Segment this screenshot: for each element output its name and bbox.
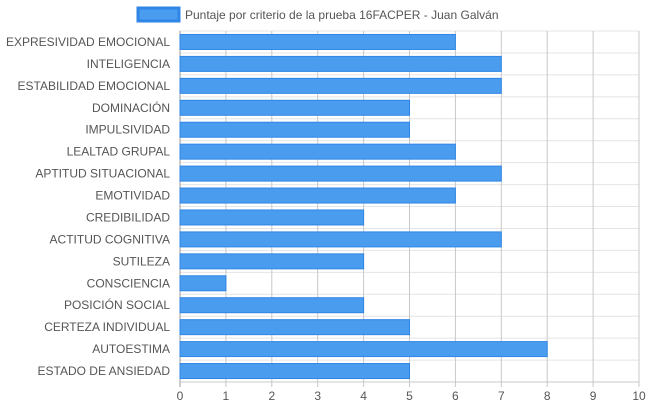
bar[interactable] [179,341,548,358]
category-label: LEALTAD GRUPAL [67,145,171,159]
category-labels: EXPRESIVIDAD EMOCIONAL INTELIGENCIA ESTABI… [6,35,170,378]
bar[interactable] [179,319,410,336]
bar[interactable] [179,165,502,182]
category-label: ACTITUD COGNITIVA [50,232,170,246]
bar[interactable] [179,99,410,116]
legend-label[interactable]: Puntaje por criterio de la prueba 16FACP… [185,8,499,22]
category-label: ESTABILIDAD EMOCIONAL [18,79,171,93]
bar[interactable] [179,55,502,72]
bar[interactable] [179,187,456,204]
legend-swatch[interactable] [136,6,181,23]
x-tick-label: 4 [360,389,367,403]
category-label: EXPRESIVIDAD EMOCIONAL [6,35,170,49]
bar[interactable] [179,77,502,94]
category-label: DOMINACIÓN [92,100,170,115]
bar[interactable] [179,253,365,270]
x-tick-label: 7 [498,389,505,403]
category-label: CREDIBILIDAD [86,210,170,224]
x-tick-label: 8 [544,389,551,403]
bars [179,33,548,380]
x-tick-label: 1 [223,389,230,403]
x-tick-label: 9 [590,389,597,403]
category-label: AUTOESTIMA [92,342,170,356]
bar[interactable] [179,231,502,248]
legend[interactable]: Puntaje por criterio de la prueba 16FACP… [136,6,499,23]
bar[interactable] [179,33,456,50]
bar[interactable] [179,363,410,380]
bar[interactable] [179,209,365,226]
category-label: INTELIGENCIA [87,57,170,71]
x-tick-label: 10 [632,389,646,403]
category-label: ESTADO DE ANSIEDAD [38,364,171,378]
x-tick-label: 5 [406,389,413,403]
bar[interactable] [179,121,410,138]
category-label: SUTILEZA [113,254,170,268]
x-tick-label: 2 [268,389,275,403]
category-label: CERTEZA INDIVIDUAL [44,320,170,334]
bar[interactable] [179,143,456,160]
bar[interactable] [179,275,227,292]
category-label: POSICIÓN SOCIAL [64,297,170,312]
x-axis-tick-labels: 0 1 2 3 4 5 6 7 8 9 10 [177,389,646,403]
category-label: APTITUD SITUACIONAL [35,167,170,181]
x-tick-label: 0 [177,389,184,403]
x-tick-label: 6 [452,389,459,403]
category-label: CONSCIENCIA [87,276,170,290]
category-label: IMPULSIVIDAD [85,123,170,137]
bar[interactable] [179,297,365,314]
category-label: EMOTIVIDAD [95,189,170,203]
x-tick-label: 3 [314,389,321,403]
